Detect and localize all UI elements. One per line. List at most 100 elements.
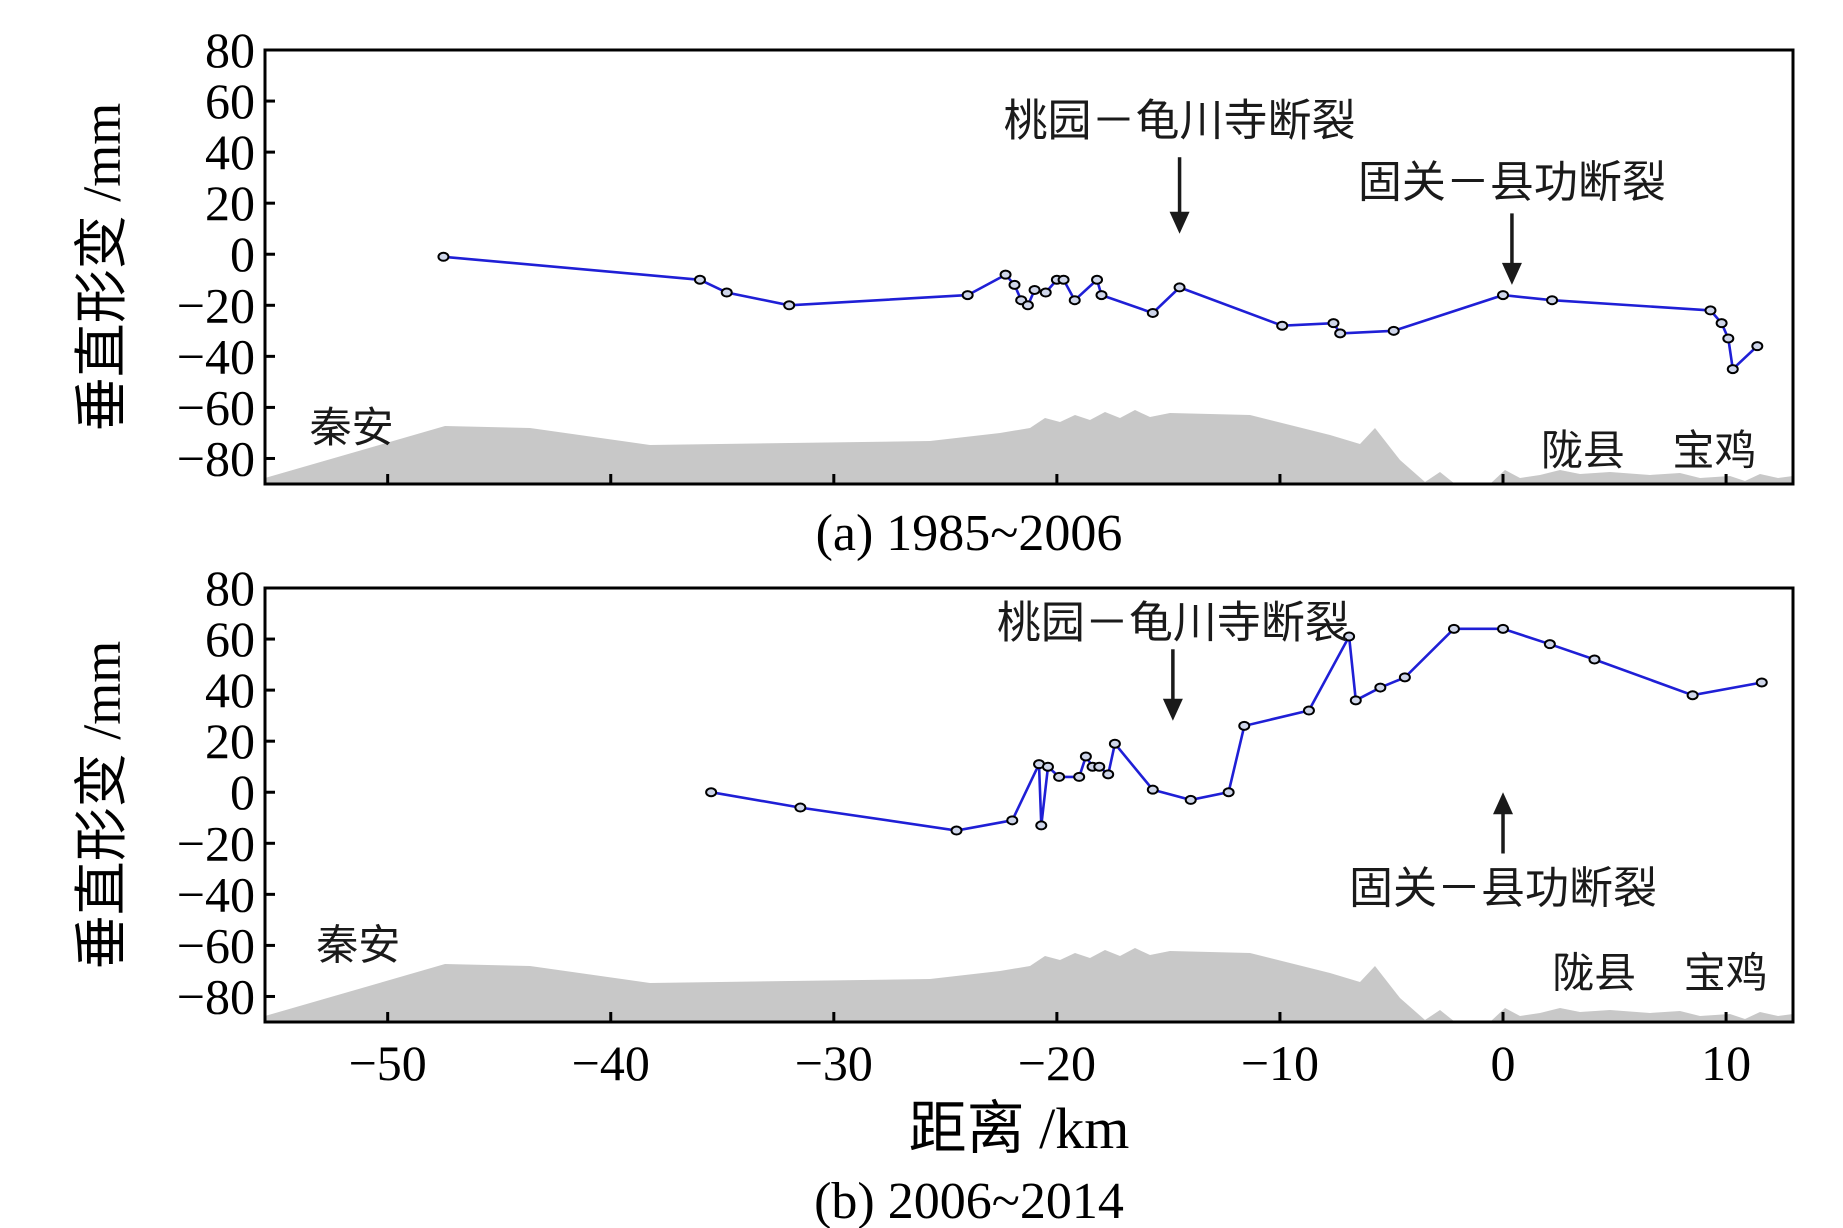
data-point <box>1302 705 1315 716</box>
data-point <box>999 269 1012 280</box>
y-tick-label: 0 <box>230 764 255 820</box>
data-point <box>1146 307 1159 318</box>
data-point <box>961 290 974 301</box>
y-tick-label: 20 <box>205 713 255 769</box>
y-tick-label: 40 <box>205 124 255 180</box>
data-point <box>1588 654 1601 665</box>
y-axis-label: 垂直形变 /mm <box>72 103 132 432</box>
y-tick-label: 60 <box>205 73 255 129</box>
data-point <box>1222 787 1235 798</box>
data-point <box>720 287 733 298</box>
plot-frame <box>263 586 1795 1024</box>
series-line <box>710 627 1763 832</box>
data-point <box>1276 320 1289 331</box>
y-tick-label: −60 <box>177 917 255 973</box>
data-point <box>1343 631 1356 642</box>
data-point <box>705 787 718 798</box>
data-point <box>1068 295 1081 306</box>
x-tick-label: 10 <box>1701 1035 1751 1091</box>
data-point <box>1327 318 1340 329</box>
data-point <box>1093 761 1106 772</box>
data-point <box>1349 695 1362 706</box>
y-tick-label: −80 <box>177 430 255 486</box>
data-point <box>1497 623 1510 634</box>
data-point <box>1184 794 1197 805</box>
x-tick-label: −50 <box>349 1035 427 1091</box>
data-point <box>783 300 796 311</box>
data-point <box>1334 328 1347 339</box>
y-tick-label: 0 <box>230 226 255 282</box>
y-tick-label: −80 <box>177 968 255 1024</box>
fault-annotation-label: 桃园－龟川寺断裂 <box>1004 95 1356 146</box>
y-tick-label: −60 <box>177 379 255 435</box>
data-point <box>437 251 450 262</box>
y-tick-label: −40 <box>177 866 255 922</box>
plot-frame <box>263 48 1795 486</box>
data-point <box>1715 318 1728 329</box>
x-tick-label: −10 <box>1241 1035 1319 1091</box>
data-point <box>1035 820 1048 831</box>
place-label: 陇县 <box>1552 948 1636 997</box>
data-point <box>1006 815 1019 826</box>
data-point <box>1091 274 1104 285</box>
series-line <box>443 255 1759 372</box>
data-point <box>1722 333 1735 344</box>
place-label: 陇县 <box>1541 426 1625 475</box>
data-point <box>1755 677 1768 688</box>
place-label: 宝鸡 <box>1684 948 1768 997</box>
data-point <box>1039 287 1052 298</box>
data-point <box>1095 290 1108 301</box>
data-point <box>1546 295 1559 306</box>
y-tick-label: 60 <box>205 611 255 667</box>
data-point <box>1053 771 1066 782</box>
data-point <box>950 825 963 836</box>
y-tick-label: 80 <box>205 22 255 78</box>
place-label: 宝鸡 <box>1673 426 1757 475</box>
annotation-arrow-head <box>1493 792 1514 815</box>
data-point <box>1108 738 1121 749</box>
y-axis-label: 垂直形变 /mm <box>72 641 132 970</box>
panel-caption: (a) 1985~2006 <box>816 505 1123 562</box>
data-point <box>1041 761 1054 772</box>
annotation-arrow-head <box>1169 211 1190 234</box>
y-tick-label: −40 <box>177 328 255 384</box>
data-point <box>1726 364 1739 375</box>
y-tick-label: 80 <box>205 560 255 616</box>
place-label: 秦安 <box>316 920 400 969</box>
data-point <box>1008 279 1021 290</box>
terrain-profile <box>265 410 1793 484</box>
y-tick-label: −20 <box>177 277 255 333</box>
data-point <box>1686 690 1699 701</box>
panel-caption: (b) 2006~2014 <box>814 1173 1124 1228</box>
x-tick-label: −20 <box>1018 1035 1096 1091</box>
x-tick-label: −40 <box>572 1035 650 1091</box>
data-point <box>1073 771 1086 782</box>
data-point <box>1374 682 1387 693</box>
y-tick-label: 40 <box>205 662 255 718</box>
data-point <box>1021 300 1034 311</box>
fault-annotation-label: 固关－县功断裂 <box>1358 157 1666 208</box>
data-point <box>1398 672 1411 683</box>
fault-annotation-label: 桃园－龟川寺断裂 <box>997 598 1349 649</box>
annotation-arrow-head <box>1162 698 1183 721</box>
data-point <box>1102 769 1115 780</box>
data-point <box>693 274 706 285</box>
data-point <box>1146 784 1159 795</box>
y-tick-label: 20 <box>205 175 255 231</box>
place-label: 秦安 <box>310 403 394 452</box>
x-tick-label: −30 <box>795 1035 873 1091</box>
data-point <box>1387 325 1400 336</box>
data-point <box>1028 284 1041 295</box>
annotation-arrow-head <box>1501 262 1522 285</box>
data-point <box>1057 274 1070 285</box>
data-point <box>1173 282 1186 293</box>
fault-annotation-label: 固关－县功断裂 <box>1349 863 1657 914</box>
data-point <box>1497 290 1510 301</box>
data-point <box>1704 305 1717 316</box>
data-point <box>1447 623 1460 634</box>
y-tick-label: −20 <box>177 815 255 871</box>
data-point <box>1751 341 1764 352</box>
data-point <box>794 802 807 813</box>
